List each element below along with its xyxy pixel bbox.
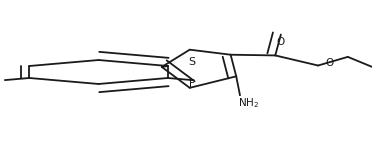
Text: NH$_2$: NH$_2$ (238, 96, 259, 110)
Text: O: O (277, 37, 285, 48)
Text: F: F (189, 79, 195, 89)
Text: O: O (325, 58, 333, 68)
Text: S: S (188, 57, 195, 67)
